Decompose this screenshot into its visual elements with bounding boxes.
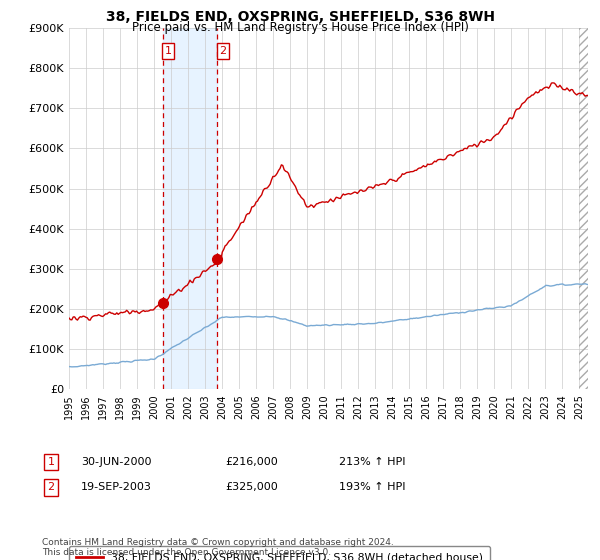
Text: 2: 2 [220, 46, 227, 56]
Bar [163, 28, 217, 389]
Text: 2: 2 [47, 482, 55, 492]
Text: 30-JUN-2000: 30-JUN-2000 [81, 457, 151, 467]
Text: £216,000: £216,000 [225, 457, 278, 467]
Text: 19-SEP-2003: 19-SEP-2003 [81, 482, 152, 492]
Text: 213% ↑ HPI: 213% ↑ HPI [339, 457, 406, 467]
Text: 1: 1 [164, 46, 172, 56]
Text: 193% ↑ HPI: 193% ↑ HPI [339, 482, 406, 492]
Legend: 38, FIELDS END, OXSPRING, SHEFFIELD, S36 8WH (detached house), HPI: Average pric: 38, FIELDS END, OXSPRING, SHEFFIELD, S36… [69, 546, 490, 560]
Bar [580, 28, 588, 389]
Text: Contains HM Land Registry data © Crown copyright and database right 2024.
This d: Contains HM Land Registry data © Crown c… [42, 538, 394, 557]
Text: 38, FIELDS END, OXSPRING, SHEFFIELD, S36 8WH: 38, FIELDS END, OXSPRING, SHEFFIELD, S36… [106, 10, 494, 24]
Text: £325,000: £325,000 [225, 482, 278, 492]
Text: Price paid vs. HM Land Registry's House Price Index (HPI): Price paid vs. HM Land Registry's House … [131, 21, 469, 34]
Text: 1: 1 [47, 457, 55, 467]
